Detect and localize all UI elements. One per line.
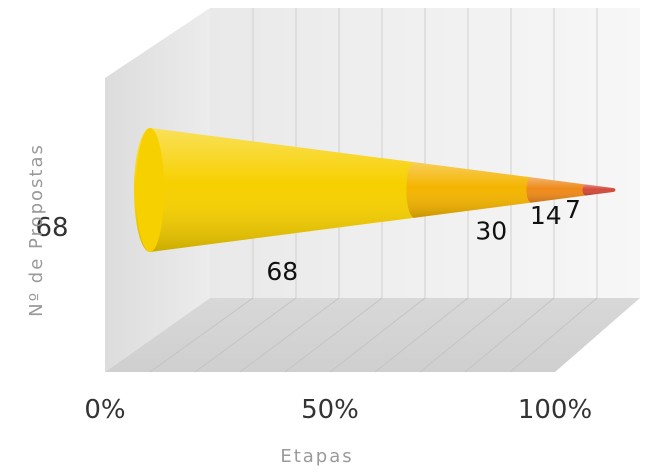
x-tick-label: 50% [301, 395, 359, 425]
y-axis-title: Nº de Propostas [26, 143, 47, 317]
data-label: 68 [266, 257, 298, 286]
x-tick-label: 100% [518, 395, 592, 425]
data-label: 30 [475, 217, 507, 246]
x-tick-label: 0% [84, 395, 125, 425]
x-tick-labels: 0% 50% 100% [84, 395, 592, 425]
floor-gridline [194, 297, 297, 373]
data-label: 14 [530, 201, 562, 230]
data-label: 7 [565, 195, 581, 224]
category-label: 68 [35, 213, 68, 243]
gridlines [149, 8, 598, 373]
funnel-segment-shade [134, 128, 423, 252]
funnel-segments [134, 128, 616, 252]
floor-gridline [464, 297, 555, 373]
funnel-segment-shade [526, 177, 590, 203]
floor-gridline [149, 297, 254, 373]
floor [105, 298, 640, 372]
floor-gridline [284, 297, 383, 373]
funnel-segment-shade [406, 162, 537, 218]
floor-gridline [419, 297, 512, 373]
x-axis-title: Etapas [280, 446, 353, 467]
floor-gridline [374, 297, 469, 373]
floor-gridline [509, 297, 598, 373]
floor-gridline [239, 297, 340, 373]
data-labels: 68 30 14 7 [266, 195, 581, 286]
floor-gridline [329, 297, 426, 373]
funnel-cap [136, 128, 164, 252]
funnel-segment-shade [582, 184, 616, 196]
